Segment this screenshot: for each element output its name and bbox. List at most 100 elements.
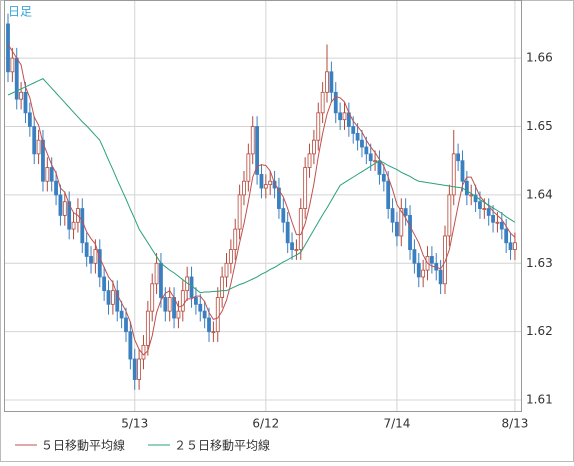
candle-body xyxy=(198,303,203,312)
candle-body xyxy=(250,126,255,155)
candle-body xyxy=(207,317,211,333)
candle-body xyxy=(255,126,259,175)
candle-body xyxy=(145,310,150,346)
candle-body xyxy=(176,310,181,319)
candle-body xyxy=(224,262,229,278)
candle-body xyxy=(6,23,10,73)
candle-body xyxy=(360,139,364,148)
y-tick-label: 1.62 xyxy=(526,324,553,338)
candle-body xyxy=(228,249,233,264)
candle-body xyxy=(128,331,133,360)
plot xyxy=(6,13,517,390)
candle-body xyxy=(215,297,220,333)
candle-body xyxy=(513,242,517,251)
candle-body xyxy=(386,180,391,209)
candle-body xyxy=(377,160,382,175)
candle-body xyxy=(395,221,399,237)
candle-body xyxy=(499,221,504,230)
chart-title: 日足 xyxy=(8,5,32,19)
candle-body xyxy=(329,71,334,93)
candle-body xyxy=(438,269,443,285)
candle-body xyxy=(220,276,225,298)
y-tick-label: 1.66 xyxy=(526,51,553,65)
candle-body xyxy=(23,91,28,114)
candle-body xyxy=(180,290,185,312)
candle-body xyxy=(84,242,89,257)
y-tick-label: 1.64 xyxy=(526,187,553,201)
candle-body xyxy=(390,208,395,223)
candle-body xyxy=(325,71,329,93)
candle-body xyxy=(202,310,207,319)
candle-body xyxy=(97,249,102,278)
candle-body xyxy=(495,221,500,224)
candle-body xyxy=(416,262,421,278)
y-tick-label: 1.63 xyxy=(526,256,553,270)
candle-body xyxy=(233,228,238,251)
candle-body xyxy=(32,126,37,155)
candle-body xyxy=(285,221,290,244)
candle-body xyxy=(115,290,120,312)
candle-body xyxy=(320,91,325,114)
candle-body xyxy=(443,235,447,285)
candle-body xyxy=(342,112,347,121)
candle-body xyxy=(106,290,111,305)
candle-body xyxy=(429,256,434,264)
candle-body xyxy=(58,194,63,216)
legend-label: ５日移動平均線 xyxy=(41,438,125,453)
candle-body xyxy=(62,201,67,216)
candle-body xyxy=(93,249,98,264)
candle-body xyxy=(294,249,299,252)
moving-average-line xyxy=(7,44,516,356)
candle-body xyxy=(311,139,316,155)
candle-body xyxy=(486,208,491,216)
grid xyxy=(4,0,521,411)
candle-body xyxy=(154,262,159,285)
candle-body xyxy=(447,194,452,237)
candle-body xyxy=(67,201,72,230)
legend: ５日移動平均線 ２５日移動平均線 xyxy=(15,438,270,453)
candle-body xyxy=(403,208,408,216)
candle-body xyxy=(14,57,19,100)
candle-body xyxy=(298,208,303,251)
candle-body xyxy=(355,132,360,141)
candle-body xyxy=(89,256,93,264)
candle-body xyxy=(364,146,369,155)
candle-body xyxy=(421,269,426,278)
candle-body xyxy=(508,242,513,251)
legend-label: ２５日移動平均線 xyxy=(174,438,270,453)
candle-body xyxy=(373,160,377,163)
moving-average-line xyxy=(7,78,516,294)
candle-body xyxy=(110,290,115,305)
candle-body xyxy=(456,153,461,162)
candle-body xyxy=(268,180,273,186)
candle-body xyxy=(49,167,54,182)
candle-body xyxy=(316,112,321,141)
candle-body xyxy=(54,180,58,196)
candle-body xyxy=(333,91,338,114)
candle-body xyxy=(263,184,268,189)
candle-body xyxy=(259,173,264,189)
candle-body xyxy=(277,187,281,209)
x-tick-label: 5/13 xyxy=(121,417,148,431)
candle-body xyxy=(460,160,465,182)
candle-body xyxy=(36,139,41,155)
candle-body xyxy=(137,358,142,380)
candle-body xyxy=(163,297,168,312)
candle-body xyxy=(124,317,128,333)
candle-body xyxy=(150,283,155,312)
x-tick-label: 7/14 xyxy=(383,417,410,431)
candle-body xyxy=(211,331,216,334)
candle-body xyxy=(482,208,487,210)
candle-body xyxy=(10,57,15,73)
candle-body xyxy=(237,194,242,230)
candle-body xyxy=(119,310,124,319)
candle-body xyxy=(194,297,198,305)
candle-body xyxy=(41,139,45,182)
candle-body xyxy=(27,112,32,127)
candle-body xyxy=(408,215,412,251)
candle-body xyxy=(338,112,343,121)
plot-border xyxy=(4,0,522,412)
candle-body xyxy=(290,242,294,251)
candle-body xyxy=(451,153,456,196)
